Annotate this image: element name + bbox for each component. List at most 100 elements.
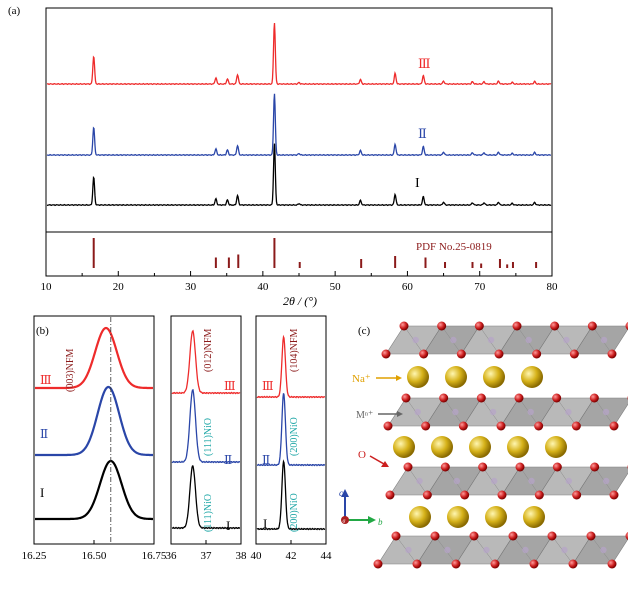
panel-b2-x-tick-label: 38: [236, 550, 248, 562]
panel-c-structure: Na⁺ Mⁿ⁺ O c b a: [339, 321, 628, 569]
oxygen-atom: [547, 531, 557, 541]
oxygen-atom: [534, 421, 544, 431]
axis-a-label: a: [343, 519, 346, 525]
b3-series-label-III: Ⅲ: [262, 379, 274, 393]
panel-b3-trace-1: [256, 334, 326, 399]
oxygen-atom: [430, 531, 440, 541]
panel-a-x-tick-label: 40: [257, 281, 269, 293]
panel-b2-trace-3: [171, 465, 240, 530]
oxygen-atom: [490, 559, 500, 569]
metal-atom: [491, 477, 498, 485]
metal-atom: [444, 546, 451, 554]
b2-annotation-111-nio-i: (111)NiO: [203, 494, 214, 532]
oxygen-atom: [586, 531, 596, 541]
panel-a-label: (a): [8, 5, 21, 17]
metal-atom: [563, 336, 570, 344]
transition-metal-layer: [373, 531, 628, 569]
sodium-atom: [445, 366, 467, 388]
metal-atom: [489, 408, 497, 416]
sodium-atom: [409, 506, 431, 528]
metal-atom: [412, 336, 419, 344]
pdf-reference-label: PDF No.25-0819: [416, 241, 492, 253]
oxygen-atom: [514, 393, 524, 403]
metal-atom: [602, 408, 610, 416]
metal-atom: [600, 336, 608, 344]
sodium-atom: [507, 436, 529, 458]
b2-series-label-III: Ⅲ: [224, 379, 236, 393]
oxygen-atom: [532, 349, 542, 359]
oxygen-atom: [552, 393, 562, 403]
panel-b1-x-tick-label: 16.50: [82, 550, 107, 562]
oxygen-atom: [569, 349, 579, 359]
metal-atom: [416, 477, 423, 485]
panel-a-reference-lines: [92, 238, 538, 268]
transition-metal-layers: [373, 321, 628, 569]
panel-b2-x-tick-label: 36: [166, 550, 178, 562]
b1-annotation-003-nfm: (003)NFM: [65, 349, 76, 392]
panel-b2-trace-1: [171, 329, 241, 395]
oxygen-atom: [494, 349, 504, 359]
oxygen-atom: [571, 421, 581, 431]
metal-atom: [487, 336, 495, 344]
metal-atom: [483, 546, 490, 554]
sodium-atom: [393, 436, 415, 458]
oxygen-atom: [589, 393, 599, 403]
transition-metal-layer: [385, 462, 628, 500]
oxygen-atom: [529, 559, 539, 569]
na-label: Na⁺: [352, 373, 371, 385]
panel-b-traces: [35, 317, 326, 543]
panel-b1-trace-2: [35, 385, 153, 457]
o-label: O: [358, 449, 366, 461]
oxygen-atom: [609, 421, 619, 431]
panel-b1-x-tick-label: 16.75: [142, 550, 167, 562]
oxygen-atom: [496, 421, 506, 431]
panel-b3-x-tick-label: 44: [321, 550, 333, 562]
oxygen-atom: [440, 462, 450, 472]
panel-a-x-tick-label: 50: [330, 281, 342, 293]
oxygen-atom: [385, 490, 395, 500]
oxygen-atom: [460, 490, 470, 500]
panel-b3-trace-2: [257, 393, 326, 467]
oxygen-atom: [568, 559, 578, 569]
b2-series-label-II: Ⅱ: [224, 453, 232, 467]
metal-atom: [450, 336, 457, 344]
oxygen-atom: [474, 321, 484, 331]
oxygen-atom: [381, 349, 391, 359]
sodium-atom: [469, 436, 491, 458]
panel-b1-trace-1: [35, 326, 153, 390]
m-arrow-head: [397, 411, 403, 417]
sodium-atom: [447, 506, 469, 528]
oxygen-atom: [587, 321, 597, 331]
oxygen-atom: [458, 421, 468, 431]
panel-a-x-ticks: 10 20 30 40 50 60 70 80: [41, 271, 558, 293]
oxygen-atom: [391, 531, 401, 541]
panel-a-traces: [46, 22, 552, 207]
b3-annotation-200-nio-i: (200)NiO: [289, 493, 300, 532]
panel-a-trace-3: [46, 143, 552, 207]
panel-a-x-tick-label: 10: [41, 281, 53, 293]
oxygen-atom: [437, 321, 447, 331]
oxygen-atom: [515, 462, 525, 472]
oxygen-atom: [508, 531, 518, 541]
oxygen-atom: [552, 462, 562, 472]
transition-metal-layer: [381, 321, 628, 359]
metal-atom: [527, 408, 534, 416]
oxygen-atom: [399, 321, 409, 331]
b1-series-label-III: Ⅲ: [40, 373, 52, 387]
b3-series-label-II: Ⅱ: [262, 453, 270, 467]
oxygen-atom: [456, 349, 466, 359]
sodium-atom: [545, 436, 567, 458]
panel-a-x-tick-label: 60: [402, 281, 414, 293]
panel-b2-trace-2: [171, 388, 240, 464]
oxygen-atom: [412, 559, 422, 569]
panel-a-trace-1: [47, 22, 552, 86]
panel-b1-x-tick-label: 16.25: [22, 550, 47, 562]
b2-series-label-I: I: [226, 518, 230, 533]
b1-series-label-II: Ⅱ: [40, 427, 48, 441]
panel-a-x-tick-label: 30: [185, 281, 197, 293]
axis-b-head: [368, 516, 376, 524]
panel-b2-x-tick-label: 37: [201, 550, 213, 562]
sodium-atom: [521, 366, 543, 388]
oxygen-atom: [607, 349, 617, 359]
axis-c-label: c: [339, 488, 343, 498]
